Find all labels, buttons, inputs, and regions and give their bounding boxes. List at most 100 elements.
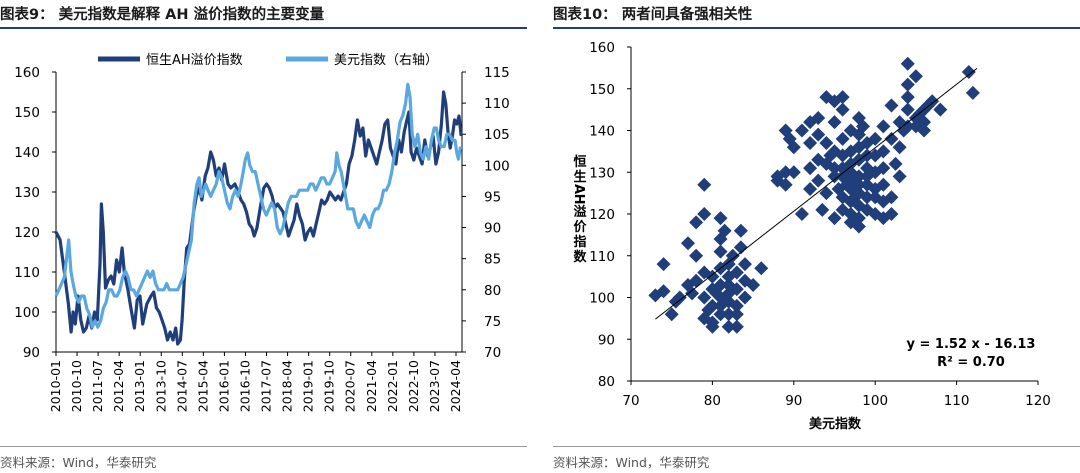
scatter-point <box>729 282 744 297</box>
scatter-point <box>689 248 704 263</box>
scatter-point <box>843 156 858 171</box>
left-source-note: 资料来源：Wind，华泰研究 <box>0 455 157 470</box>
x-tick-label: 2016-10 <box>237 360 252 412</box>
scatter-point <box>689 215 704 230</box>
scatter-point <box>794 123 809 138</box>
scatter-point <box>664 307 679 322</box>
x-tick-label: 2020-07 <box>343 360 358 412</box>
scatter-y-axis-title: 恒生AH溢价指数 <box>571 154 587 265</box>
scatter-x-tick-label: 80 <box>704 393 721 409</box>
scatter-point <box>884 190 899 205</box>
left-y-tick-label: 90 <box>23 345 40 361</box>
right-y-tick-label: 95 <box>484 189 501 205</box>
scatter-point <box>819 186 834 201</box>
scatter-point <box>908 119 923 134</box>
scatter-point <box>656 284 671 299</box>
scatter-point <box>778 165 793 180</box>
regression-equation: y = 1.52 x - 16.13 <box>907 337 1036 352</box>
x-tick-label: 2015-04 <box>195 360 210 412</box>
scatter-point <box>713 307 728 322</box>
scatter-y-axis-title-char: 溢 <box>573 204 586 220</box>
scatter-point <box>811 173 826 188</box>
scatter-point <box>925 94 940 109</box>
scatter-point <box>876 177 891 192</box>
right-y-tick-label: 100 <box>484 158 510 174</box>
scatter-x-tick-label: 110 <box>944 393 970 409</box>
right-bottom-rule <box>553 446 1080 447</box>
left-line-chart: 90 100 110 120 130 140 150 160 70 75 80 85 90 95 100 10… <box>14 53 510 412</box>
scatter-point <box>900 102 915 117</box>
scatter-point <box>656 257 671 272</box>
scatter-point <box>884 207 899 221</box>
scatter-point <box>860 190 875 205</box>
scatter-point <box>900 56 915 71</box>
scatter-point <box>908 69 923 84</box>
left-bottom-rule <box>0 446 527 447</box>
scatter-y-axis-title-char: H <box>571 194 586 205</box>
scatter-y-tick-label: 150 <box>589 82 615 98</box>
x-tick-label: 2010-10 <box>69 360 84 412</box>
scatter-point <box>721 307 736 322</box>
scatter-point <box>843 207 858 221</box>
dollar-index-line <box>54 82 463 329</box>
scatter-point <box>697 311 712 326</box>
right-y-tick-label: 115 <box>484 65 510 81</box>
scatter-point <box>729 319 744 334</box>
scatter-point <box>917 123 932 138</box>
scatter-y-axis-title-char: 生 <box>573 169 586 185</box>
scatter-point <box>770 173 785 188</box>
x-tick-label: 2018-04 <box>280 360 295 412</box>
scatter-point <box>851 110 866 125</box>
scatter-y-tick-label: 120 <box>589 207 615 223</box>
scatter-point <box>819 136 834 151</box>
scatter-point <box>835 90 850 105</box>
scatter-point <box>965 85 980 100</box>
scatter-point <box>811 127 826 142</box>
x-tick-label: 2013-01 <box>132 360 147 412</box>
scatter-point <box>827 211 842 226</box>
scatter-y-tick-label: 140 <box>589 124 615 140</box>
ah-premium-index-line <box>54 90 463 346</box>
scatter-point <box>884 131 899 146</box>
left-y-tick-label: 120 <box>14 225 40 241</box>
scatter-point <box>843 144 858 159</box>
scatter-point <box>843 123 858 138</box>
scatter-point <box>697 290 712 305</box>
scatter-point <box>713 277 728 292</box>
scatter-point <box>778 123 793 138</box>
scatter-point <box>737 273 752 288</box>
legend-label-ah: 恒生AH溢价指数 <box>146 53 243 68</box>
scatter-point <box>697 177 712 192</box>
x-tick-label: 2022-10 <box>406 360 421 412</box>
scatter-point <box>737 290 752 305</box>
scatter-point <box>892 140 907 155</box>
scatter-y-tick-label: 90 <box>598 332 615 348</box>
x-tick-label: 2016-01 <box>216 360 231 412</box>
scatter-point <box>672 290 687 305</box>
scatter-point <box>843 181 858 196</box>
scatter-point <box>827 115 842 130</box>
scatter-point <box>876 161 891 176</box>
x-tick-label: 2023-07 <box>427 360 442 412</box>
left-chart-title: 图表9： 美元指数是解释 AH 溢价指数的主要变量 <box>0 7 325 23</box>
scatter-point <box>835 102 850 117</box>
right-chart-title: 图表10： 两者间具备强相关性 <box>553 7 753 23</box>
scatter-point <box>705 282 720 297</box>
scatter-point <box>733 223 748 238</box>
x-tick-label: 2019-01 <box>301 360 316 412</box>
right-y-tick-label: 75 <box>484 314 501 330</box>
right-title-bar: 图表10： 两者间具备强相关性 <box>553 0 1080 29</box>
scatter-point <box>668 294 683 309</box>
scatter-point <box>843 215 858 230</box>
left-chart-panel: 图表9： 美元指数是解释 AH 溢价指数的主要变量 90 100 110 120 130… <box>0 0 527 473</box>
right-y-tick-label: 110 <box>484 96 510 112</box>
scatter-point <box>851 169 866 184</box>
left-y-tick-label: 100 <box>14 305 40 321</box>
right-y-tick-label: 90 <box>484 221 501 237</box>
scatter-point <box>729 298 744 313</box>
x-tick-label: 2021-04 <box>364 360 379 412</box>
scatter-point <box>697 207 712 221</box>
scatter-x-axis-title: 美元指数 <box>809 416 862 432</box>
scatter-point <box>697 265 712 280</box>
scatter-y-axis-title-char: 指 <box>573 234 586 250</box>
